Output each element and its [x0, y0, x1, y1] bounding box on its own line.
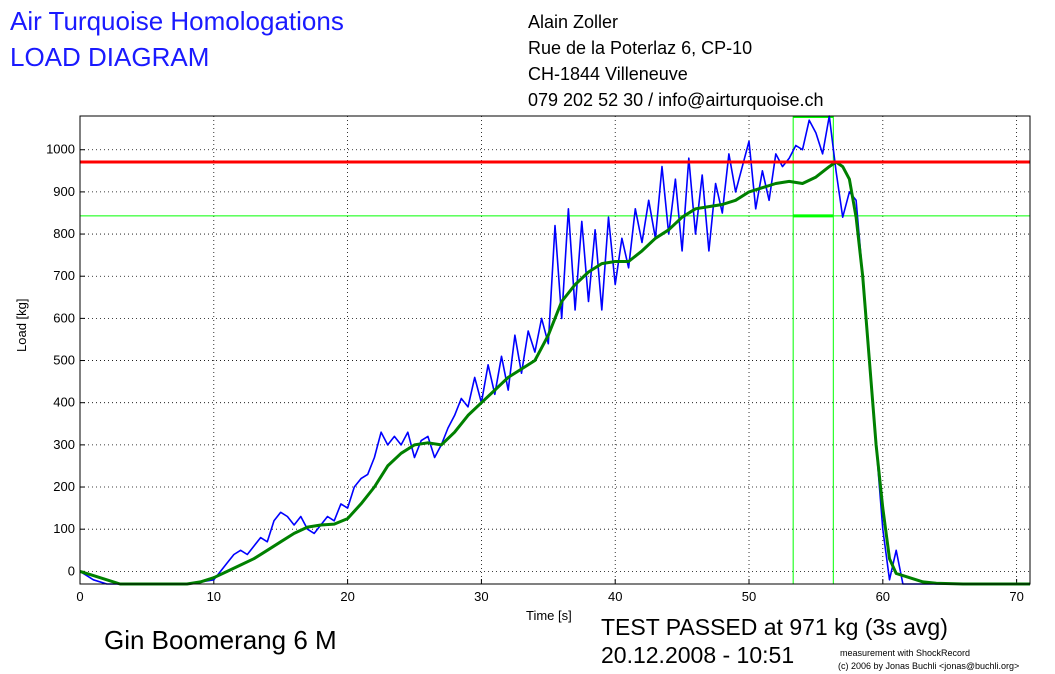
address-city: CH-1844 Villeneuve: [528, 64, 688, 84]
test-datetime: 20.12.2008 - 10:51: [601, 642, 795, 668]
report-title: Air Turquoise Homologations: [10, 6, 344, 36]
y-tick-label: 0: [68, 563, 75, 578]
x-tick-label: 30: [474, 589, 488, 604]
x-tick-label: 40: [608, 589, 622, 604]
x-axis-label: Time [s]: [526, 608, 572, 623]
x-tick-label: 10: [207, 589, 221, 604]
test-result: TEST PASSED at 971 kg (3s avg): [601, 614, 948, 640]
y-tick-label: 600: [53, 310, 75, 325]
address-name: Alain Zoller: [528, 12, 619, 32]
plot-area: [79, 115, 1031, 585]
y-tick-label: 700: [53, 268, 75, 283]
glider-name: Gin Boomerang 6 M: [104, 625, 337, 655]
credit-line-1: measurement with ShockRecord: [840, 648, 971, 658]
y-tick-label: 1000: [46, 142, 75, 157]
y-axis-label: Load [kg]: [14, 298, 29, 353]
y-tick-label: 400: [53, 395, 75, 410]
raw-load-line: [79, 115, 1030, 585]
y-tick-label: 900: [53, 184, 75, 199]
plot-border: [79, 115, 1031, 585]
diagram-title: LOAD DIAGRAM: [10, 42, 210, 72]
average-load-line: [79, 160, 1030, 586]
y-tick-label: 300: [53, 437, 75, 452]
y-tick-label: 800: [53, 226, 75, 241]
x-tick-label: 60: [876, 589, 890, 604]
y-tick-label: 500: [53, 353, 75, 368]
address-street: Rue de la Poterlaz 6, CP-10: [528, 38, 753, 58]
address-contact: 079 202 52 30 / info@airturquoise.ch: [528, 90, 824, 110]
y-tick-label: 200: [53, 479, 75, 494]
y-tick-label: 100: [53, 521, 75, 536]
x-tick-label: 0: [76, 589, 83, 604]
credit-line-2: (c) 2006 by Jonas Buchli <jonas@buchli.o…: [838, 661, 1020, 671]
x-tick-label: 50: [742, 589, 756, 604]
x-tick-label: 20: [340, 589, 354, 604]
x-tick-label: 70: [1009, 589, 1023, 604]
